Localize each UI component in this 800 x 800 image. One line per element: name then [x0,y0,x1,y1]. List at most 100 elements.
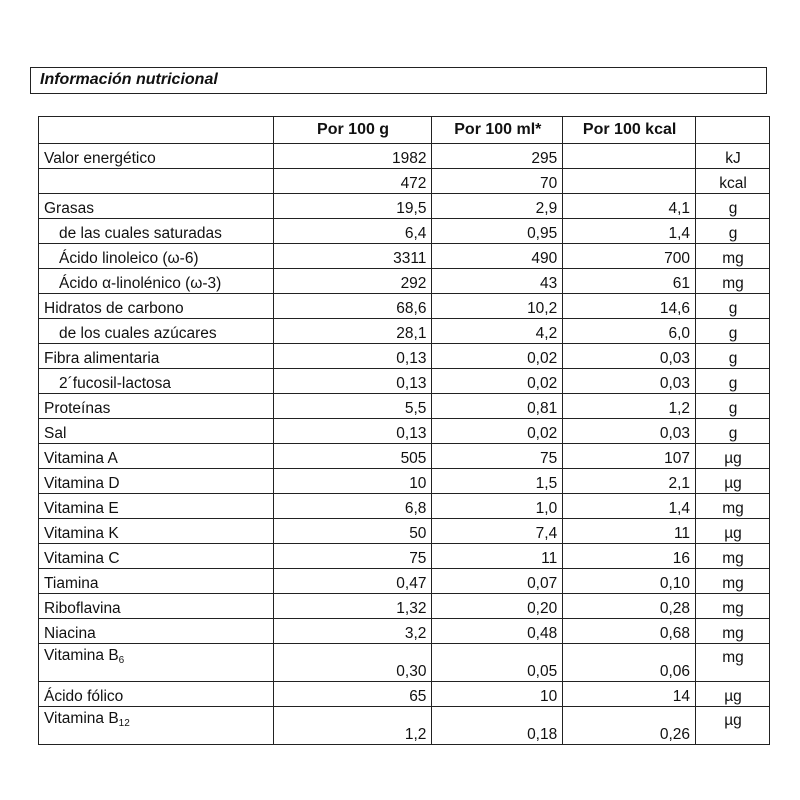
value-per-100ml: 70 [431,168,564,194]
value-per-100kcal: 1,2 [562,393,697,419]
value-per-100g: 68,6 [272,293,433,319]
value-per-100g: 472 [272,168,433,194]
unit: kJ [695,143,770,169]
nutrient-label: Grasas [38,193,274,219]
nutrient-label: de las cuales saturadas [38,218,274,244]
value-per-100g: 19,5 [272,193,433,219]
value-per-100g: 5,5 [272,393,433,419]
nutrient-name: Vitamina E [44,500,119,517]
value-per-100ml: 0,18 [431,706,564,745]
nutrient-name: Ácido α-linolénico (ω-3) [59,275,222,292]
nutrient-name: Vitamina A [44,450,118,467]
value-per-100kcal: 6,0 [562,318,697,344]
unit: g [695,368,770,394]
value-per-100ml: 75 [431,443,564,469]
nutrient-label: Ácido α-linolénico (ω-3) [38,268,274,294]
header-per-100g: Por 100 g [272,116,433,144]
nutrient-name: Vitamina D [44,475,120,492]
nutrient-name: Sal [44,425,67,442]
nutrient-name: Riboflavina [44,600,121,617]
value-per-100g: 505 [272,443,433,469]
table-row: Vitamina D 10 1,5 2,1 µg [38,468,770,494]
table-row: Tiamina 0,47 0,07 0,10 mg [38,568,770,594]
value-per-100ml: 0,05 [431,643,564,682]
value-per-100g: 1,32 [272,593,433,619]
value-per-100kcal: 0,68 [562,618,697,644]
value-per-100ml: 0,20 [431,593,564,619]
nutrient-label: Vitamina B6 [38,643,274,682]
nutrient-label [38,168,274,194]
value-per-100g: 3311 [272,243,433,269]
value-per-100kcal: 14,6 [562,293,697,319]
nutrient-name: Vitamina B [44,710,119,727]
value-per-100g: 6,4 [272,218,433,244]
value-per-100g: 1,2 [272,706,433,745]
nutrient-label: Valor energético [38,143,274,169]
section-title: Información nutricional [40,71,218,88]
table-row: 472 70 kcal [38,168,770,194]
value-per-100g: 0,13 [272,368,433,394]
value-per-100g: 50 [272,518,433,544]
table-row: Vitamina C 75 11 16 mg [38,543,770,569]
value-per-100kcal: 0,03 [562,418,697,444]
nutrient-name: Grasas [44,200,94,217]
value-per-100ml: 1,5 [431,468,564,494]
value-per-100kcal: 0,26 [562,706,697,745]
value-per-100ml: 0,81 [431,393,564,419]
nutrition-table: Por 100 g Por 100 ml* Por 100 kcal Valor… [38,116,770,745]
value-per-100ml: 0,48 [431,618,564,644]
value-per-100ml: 1,0 [431,493,564,519]
unit: µg [695,706,770,745]
nutrient-name: de los cuales azúcares [59,325,217,342]
nutrient-name: Proteínas [44,400,111,417]
table-row: Vitamina A 505 75 107 µg [38,443,770,469]
value-per-100ml: 43 [431,268,564,294]
unit: µg [695,443,770,469]
value-per-100g: 6,8 [272,493,433,519]
table-row: Valor energético 1982 295 kJ [38,143,770,169]
value-per-100ml: 0,95 [431,218,564,244]
table-row: Ácido linoleico (ω-6) 3311 490 700 mg [38,243,770,269]
header-per-100kcal: Por 100 kcal [562,116,697,144]
value-per-100kcal: 4,1 [562,193,697,219]
nutrient-label: Vitamina E [38,493,274,519]
unit: µg [695,518,770,544]
value-per-100kcal: 0,03 [562,368,697,394]
nutrient-name: Niacina [44,625,96,642]
table-row: Sal 0,13 0,02 0,03 g [38,418,770,444]
nutrient-label: Hidratos de carbono [38,293,274,319]
nutrient-label: Vitamina D [38,468,274,494]
value-per-100kcal: 0,06 [562,643,697,682]
table-row: 2´fucosil-lactosa 0,13 0,02 0,03 g [38,368,770,394]
value-per-100kcal: 107 [562,443,697,469]
value-per-100kcal: 16 [562,543,697,569]
nutrient-label: Proteínas [38,393,274,419]
nutrient-label: Niacina [38,618,274,644]
unit: µg [695,681,770,707]
table-row: Proteínas 5,5 0,81 1,2 g [38,393,770,419]
nutrient-name: de las cuales saturadas [59,225,222,242]
value-per-100ml: 295 [431,143,564,169]
value-per-100g: 0,13 [272,343,433,369]
nutrient-label: Riboflavina [38,593,274,619]
value-per-100g: 0,47 [272,568,433,594]
value-per-100ml: 0,02 [431,343,564,369]
value-per-100g: 10 [272,468,433,494]
unit: mg [695,243,770,269]
nutrient-name: Vitamina C [44,550,120,567]
nutrient-label: Vitamina K [38,518,274,544]
unit: mg [695,643,770,682]
nutrient-label: Vitamina A [38,443,274,469]
value-per-100g: 65 [272,681,433,707]
header-nutrient [38,116,274,144]
value-per-100kcal: 1,4 [562,493,697,519]
table-row: Niacina 3,2 0,48 0,68 mg [38,618,770,644]
nutrient-name: Fibra alimentaria [44,350,160,367]
table-row: Ácido fólico 65 10 14 µg [38,681,770,707]
value-per-100ml: 490 [431,243,564,269]
value-per-100ml: 2,9 [431,193,564,219]
header-row: Por 100 g Por 100 ml* Por 100 kcal [38,116,770,144]
value-per-100kcal: 14 [562,681,697,707]
table-row: Fibra alimentaria 0,13 0,02 0,03 g [38,343,770,369]
nutrient-name: Valor energético [44,150,156,167]
